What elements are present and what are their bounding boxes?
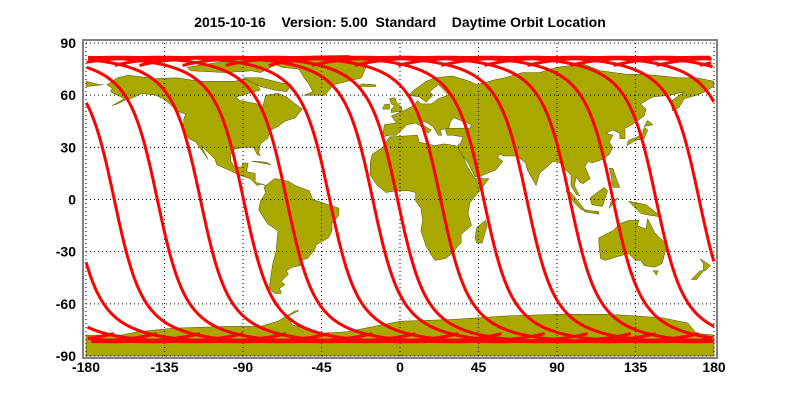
land-ireland xyxy=(382,103,390,110)
orbit-track xyxy=(139,55,656,344)
land-africa xyxy=(370,134,490,261)
y-tick-label: 30 xyxy=(60,139,76,155)
orbit-track xyxy=(88,55,545,344)
orbit-track xyxy=(397,55,715,328)
x-tick-label: -90 xyxy=(233,359,253,375)
orbit-track xyxy=(182,55,700,344)
land-south-america xyxy=(258,178,340,294)
land-madagascar xyxy=(474,219,488,244)
x-tick-label: 45 xyxy=(471,359,487,375)
orbit-track xyxy=(84,102,373,344)
x-tick-label: -45 xyxy=(311,359,331,375)
orbit-track xyxy=(84,261,330,344)
land-chukotka xyxy=(85,80,104,87)
x-tick-label: 180 xyxy=(702,359,726,375)
orbit-track xyxy=(87,55,502,344)
orbit-track xyxy=(483,55,716,103)
land-iceland xyxy=(357,83,376,87)
orbit-track xyxy=(86,66,416,344)
y-tick-label: 90 xyxy=(60,35,76,51)
land-hokkaido xyxy=(643,120,654,127)
orbit-tracks xyxy=(84,55,716,344)
orbit-track xyxy=(225,55,712,344)
orbit-track xyxy=(268,55,714,344)
orbit-track xyxy=(88,58,459,344)
land-australia xyxy=(598,217,668,268)
x-tick-label: 90 xyxy=(549,359,565,375)
land-new-zealand xyxy=(690,258,711,280)
orbit-track xyxy=(114,55,632,344)
orbit-track xyxy=(440,55,716,262)
x-tick-label: 135 xyxy=(624,359,648,375)
plot-title: 2015-10-16 Version: 5.00 Standard Daytim… xyxy=(194,14,606,30)
orbit-track xyxy=(656,56,712,67)
land-new-guinea xyxy=(627,200,663,218)
land-tasmania xyxy=(652,270,659,276)
y-tick-label: -30 xyxy=(56,244,76,260)
land-britain xyxy=(389,97,402,113)
land-philippines xyxy=(608,167,621,188)
x-tick-label: -135 xyxy=(150,359,178,375)
orbit-track xyxy=(699,61,712,67)
y-tick-label: 60 xyxy=(60,87,76,103)
x-tick-label: -180 xyxy=(72,359,100,375)
axis-ticks: -180 -135 -90 -45 0 45 90 135 180 90 60 30 0 -30 -60 -9… xyxy=(56,35,726,375)
land-borneo xyxy=(589,186,608,207)
land-java xyxy=(582,209,600,215)
land-cuba xyxy=(251,160,272,165)
y-tick-label: -90 xyxy=(56,348,76,364)
y-tick-label: 0 xyxy=(68,192,76,208)
land-baffin xyxy=(242,77,293,92)
x-tick-label: 0 xyxy=(396,359,404,375)
land-japan xyxy=(626,126,649,147)
y-tick-label: -60 xyxy=(56,296,76,312)
land-north-america xyxy=(106,74,303,186)
orbit-track xyxy=(354,55,713,340)
orbit-track xyxy=(613,55,710,67)
orbit-track xyxy=(311,55,714,343)
orbit-track xyxy=(86,55,589,344)
